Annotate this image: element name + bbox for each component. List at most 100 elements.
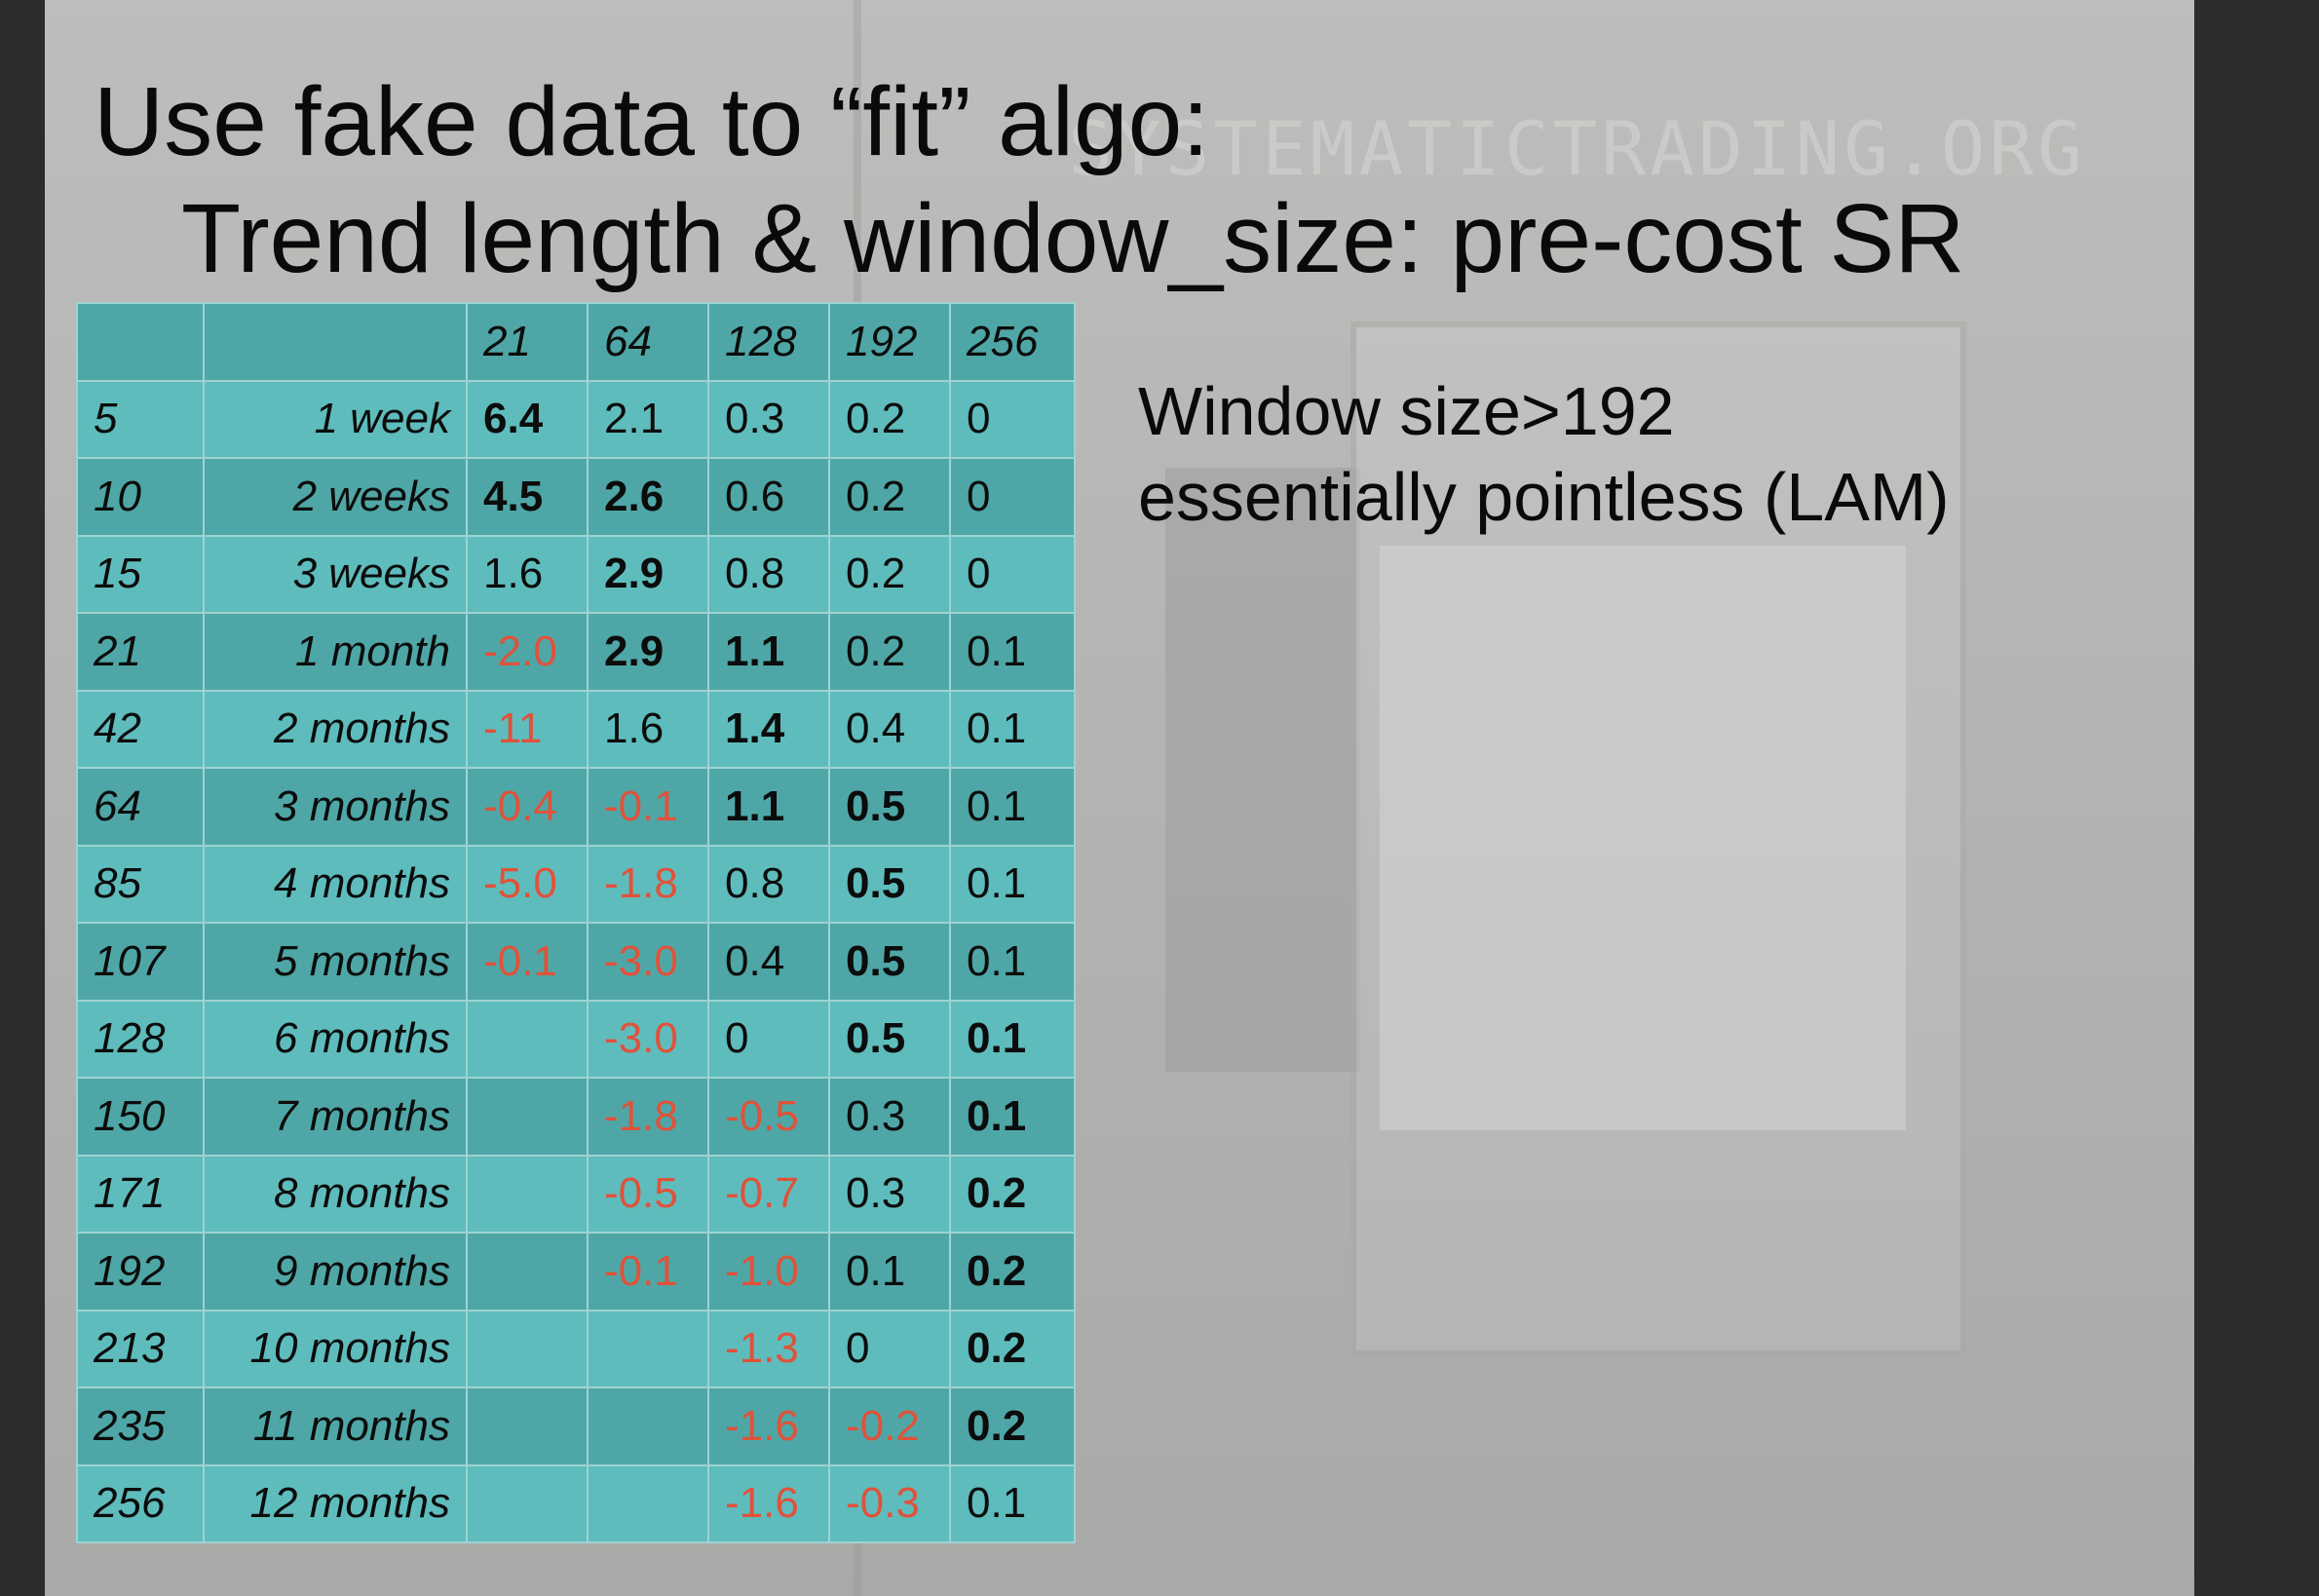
value-cell: [466, 1309, 589, 1388]
value-cell: 4.5: [466, 457, 589, 537]
table-row: 213 10 months -1.3 0 0.2: [76, 1309, 1076, 1388]
value-cell: -3.0: [587, 999, 709, 1079]
table-row: 171 8 months -0.5 -0.7 0.3 0.2: [76, 1154, 1076, 1234]
value-cell: -0.5: [587, 1154, 709, 1234]
value-cell: 0.1: [949, 612, 1076, 692]
trend-length-cell: 107: [76, 922, 205, 1002]
value-cell: 1.1: [707, 612, 830, 692]
table-row: 15 3 weeks 1.6 2.9 0.8 0.2 0: [76, 534, 1076, 614]
value-cell: -5.0: [466, 844, 589, 924]
trend-label-cell: 11 months: [203, 1387, 468, 1466]
table-row: 235 11 months -1.6 -0.2 0.2: [76, 1387, 1076, 1466]
header-empty-cell: [203, 302, 468, 382]
value-cell: -1.3: [707, 1309, 830, 1388]
trend-label-cell: 2 weeks: [203, 457, 468, 537]
value-cell: 0.2: [949, 1387, 1076, 1466]
trend-label-cell: 5 months: [203, 922, 468, 1002]
value-cell: -3.0: [587, 922, 709, 1002]
value-cell: [587, 1309, 709, 1388]
value-cell: [466, 1463, 589, 1543]
trend-label-cell: 3 weeks: [203, 534, 468, 614]
table-header-row: 21 64 128 192 256: [76, 302, 1076, 382]
value-cell: -0.5: [707, 1077, 830, 1157]
value-cell: 0: [949, 534, 1076, 614]
value-cell: 2.9: [587, 534, 709, 614]
results-table: 21 64 128 192 256 5 1 week 6.4 2.1 0.3 0.2 0 10 2 wee…: [76, 302, 1076, 1543]
value-cell: 0.8: [707, 534, 830, 614]
value-cell: -0.1: [466, 922, 589, 1002]
trend-length-cell: 15: [76, 534, 205, 614]
table-row: 192 9 months -0.1 -1.0 0.1 0.2: [76, 1232, 1076, 1311]
trend-label-cell: 12 months: [203, 1463, 468, 1543]
value-cell: -11: [466, 689, 589, 769]
value-cell: -1.8: [587, 1077, 709, 1157]
value-cell: 0.2: [949, 1309, 1076, 1388]
value-cell: 0: [949, 379, 1076, 459]
value-cell: 0.3: [828, 1154, 951, 1234]
column-header: 21: [466, 302, 589, 382]
value-cell: 0.1: [949, 689, 1076, 769]
value-cell: 0.1: [949, 844, 1076, 924]
value-cell: 6.4: [466, 379, 589, 459]
background-screen: [1380, 546, 1906, 1130]
value-cell: 1.1: [707, 767, 830, 847]
table-row: 150 7 months -1.8 -0.5 0.3 0.1: [76, 1077, 1076, 1157]
side-note-line-1: Window size>192: [1138, 373, 1675, 449]
value-cell: 0.6: [707, 457, 830, 537]
trend-label-cell: 2 months: [203, 689, 468, 769]
value-cell: -1.6: [707, 1463, 830, 1543]
table-row: 42 2 months -11 1.6 1.4 0.4 0.1: [76, 689, 1076, 769]
column-header: 64: [587, 302, 709, 382]
value-cell: 1.6: [466, 534, 589, 614]
trend-label-cell: 8 months: [203, 1154, 468, 1234]
column-header: 256: [949, 302, 1076, 382]
trend-length-cell: 192: [76, 1232, 205, 1311]
table-row: 21 1 month -2.0 2.9 1.1 0.2 0.1: [76, 612, 1076, 692]
table-row: 128 6 months -3.0 0 0.5 0.1: [76, 999, 1076, 1079]
value-cell: [466, 1232, 589, 1311]
trend-label-cell: 1 week: [203, 379, 468, 459]
value-cell: 0.4: [828, 689, 951, 769]
trend-length-cell: 5: [76, 379, 205, 459]
value-cell: -2.0: [466, 612, 589, 692]
value-cell: 0.1: [949, 922, 1076, 1002]
table-row: 107 5 months -0.1 -3.0 0.4 0.5 0.1: [76, 922, 1076, 1002]
trend-label-cell: 3 months: [203, 767, 468, 847]
trend-length-cell: 171: [76, 1154, 205, 1234]
table-row: 10 2 weeks 4.5 2.6 0.6 0.2 0: [76, 457, 1076, 537]
watermark: SYSTEMATICTRADING.ORG: [1068, 105, 2086, 192]
trend-length-cell: 10: [76, 457, 205, 537]
value-cell: [466, 1387, 589, 1466]
trend-length-cell: 213: [76, 1309, 205, 1388]
value-cell: -0.7: [707, 1154, 830, 1234]
trend-label-cell: 7 months: [203, 1077, 468, 1157]
table-row: 256 12 months -1.6 -0.3 0.1: [76, 1463, 1076, 1543]
table-row: 85 4 months -5.0 -1.8 0.8 0.5 0.1: [76, 844, 1076, 924]
value-cell: 0.1: [949, 1077, 1076, 1157]
trend-label-cell: 10 months: [203, 1309, 468, 1388]
value-cell: [466, 1077, 589, 1157]
value-cell: 0.2: [828, 534, 951, 614]
value-cell: 0.8: [707, 844, 830, 924]
value-cell: [587, 1387, 709, 1466]
value-cell: 0.5: [828, 844, 951, 924]
value-cell: 0: [828, 1309, 951, 1388]
slide-title: Use fake data to “fit” algo:: [94, 67, 1210, 176]
trend-length-cell: 42: [76, 689, 205, 769]
value-cell: -0.1: [587, 1232, 709, 1311]
value-cell: -0.4: [466, 767, 589, 847]
trend-length-cell: 128: [76, 999, 205, 1079]
value-cell: -1.8: [587, 844, 709, 924]
value-cell: 2.9: [587, 612, 709, 692]
value-cell: 0.5: [828, 922, 951, 1002]
value-cell: 0.1: [949, 767, 1076, 847]
value-cell: 0.4: [707, 922, 830, 1002]
value-cell: [466, 1154, 589, 1234]
trend-length-cell: 256: [76, 1463, 205, 1543]
value-cell: -0.3: [828, 1463, 951, 1543]
value-cell: 2.1: [587, 379, 709, 459]
value-cell: 0.2: [828, 457, 951, 537]
value-cell: 1.6: [587, 689, 709, 769]
value-cell: -1.0: [707, 1232, 830, 1311]
